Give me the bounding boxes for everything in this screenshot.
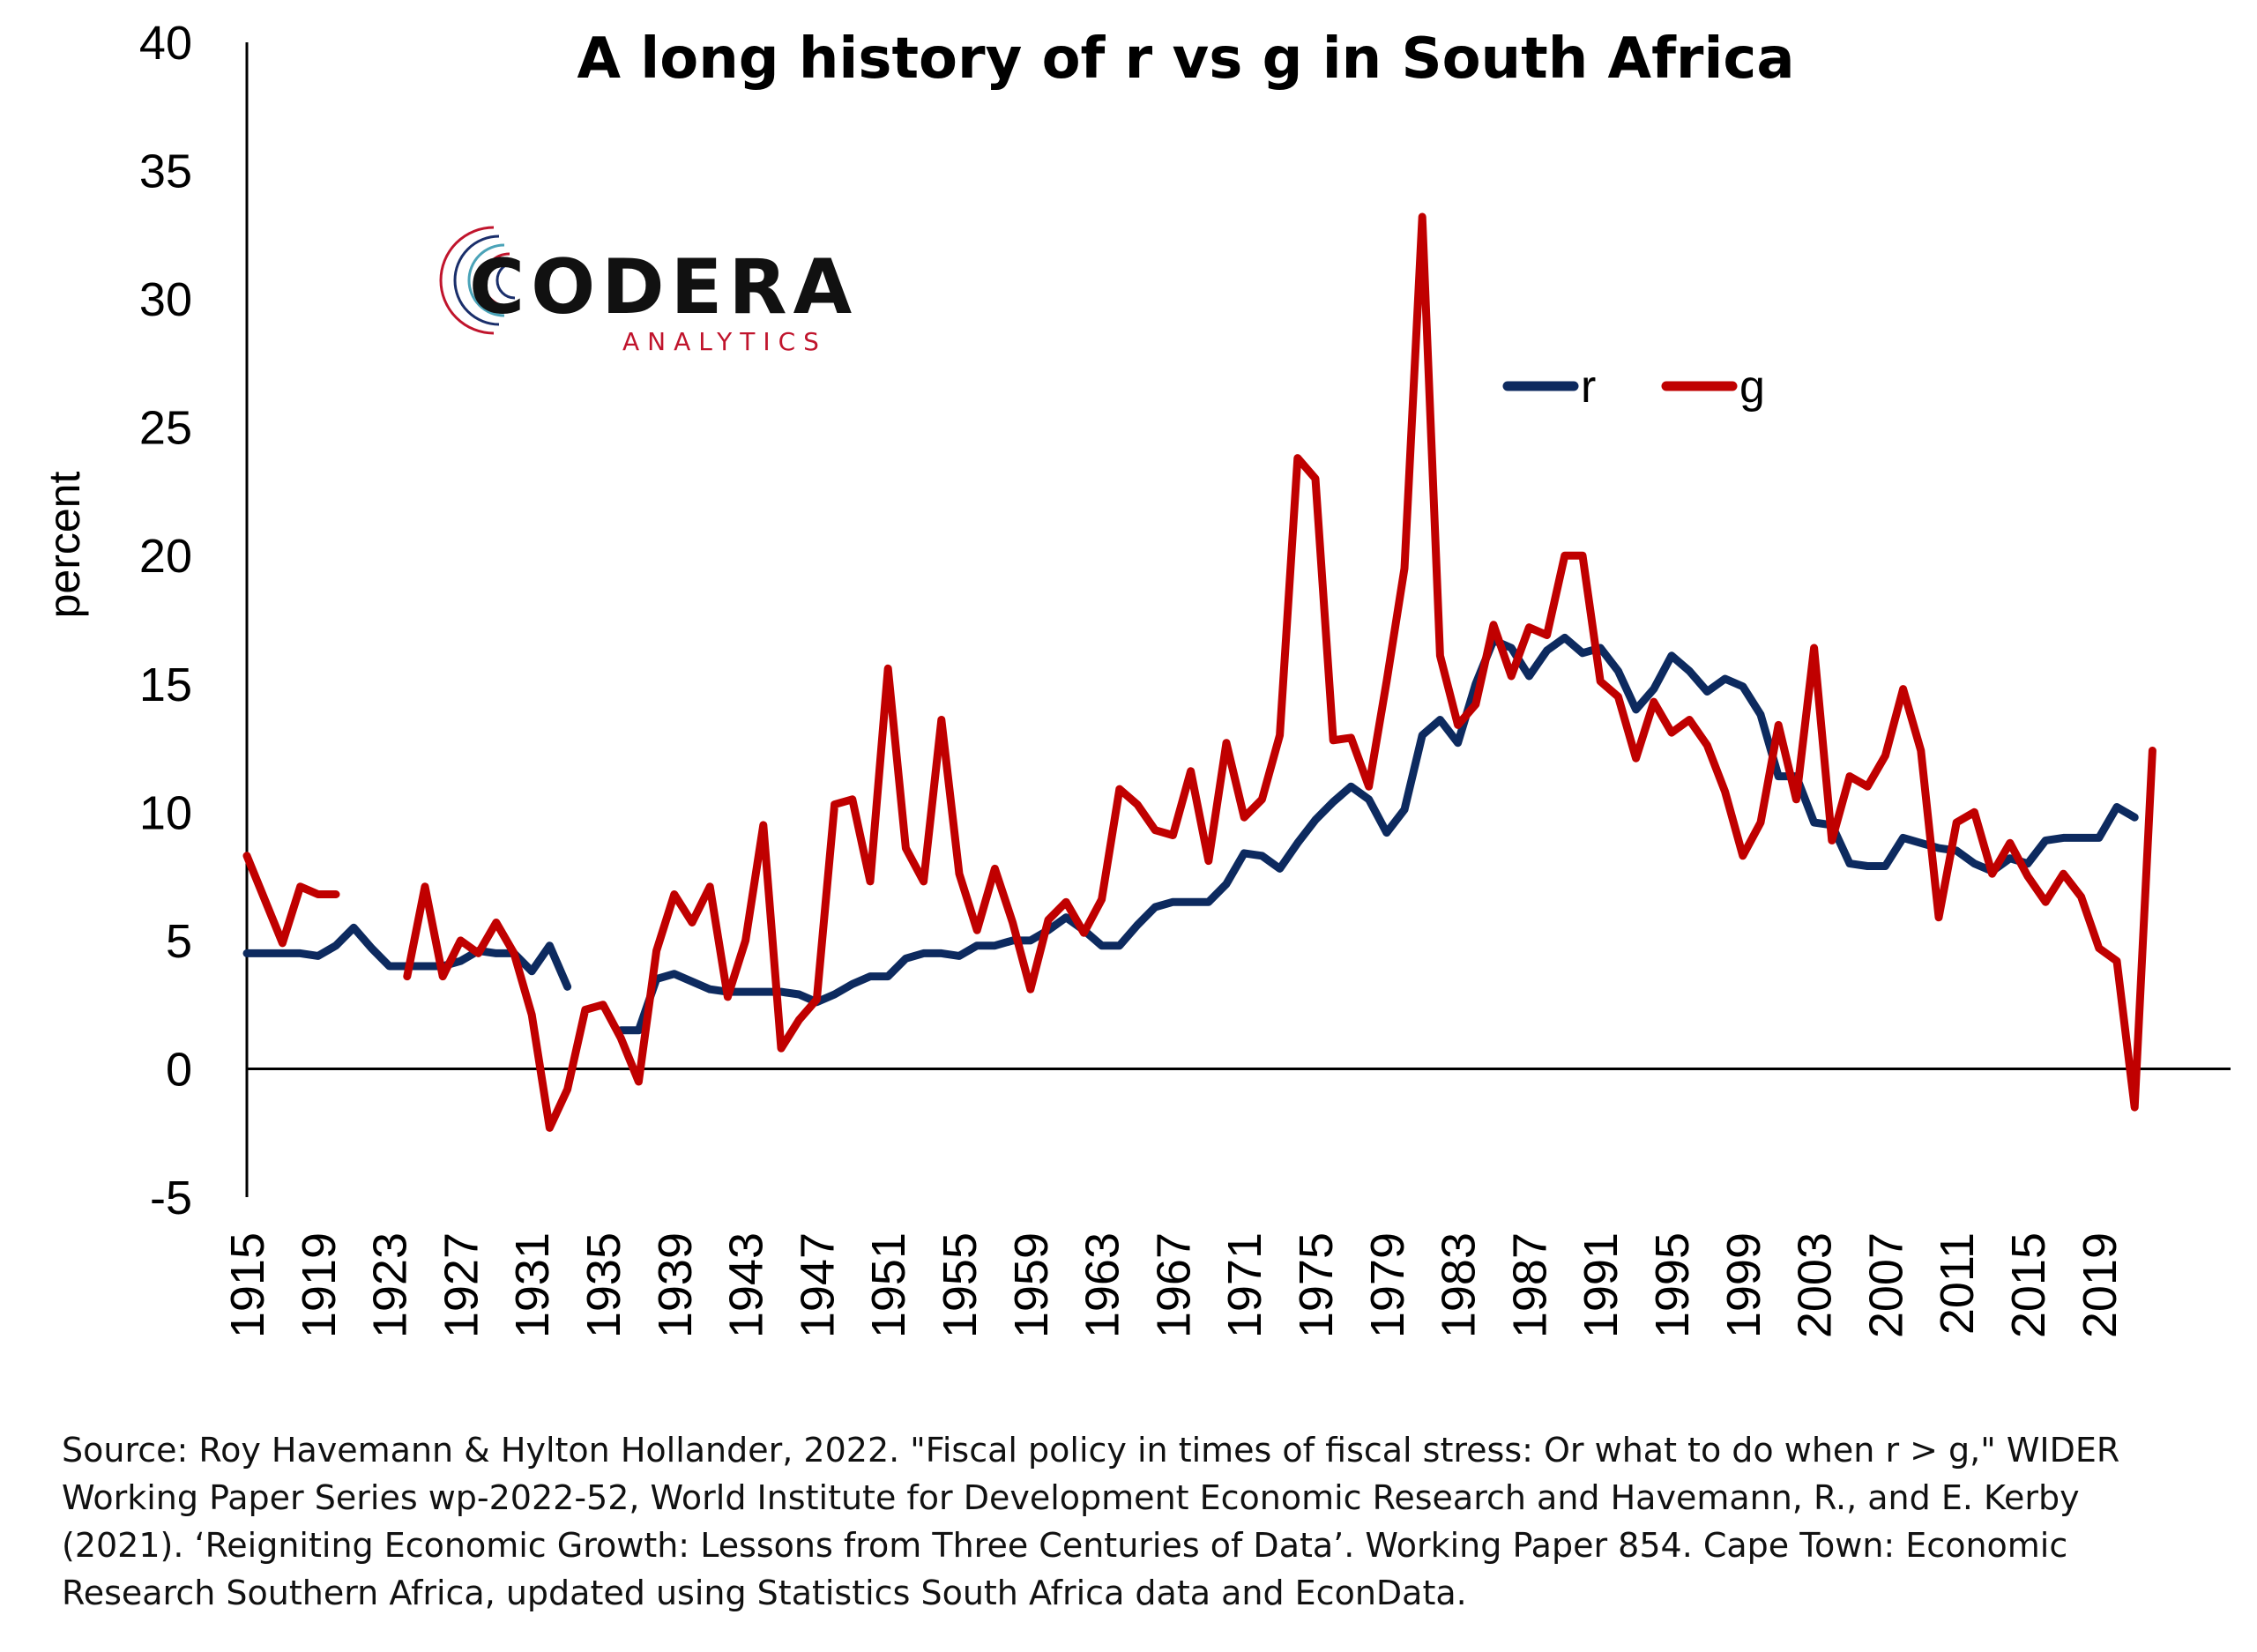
y-tick-label: -5 bbox=[150, 1172, 192, 1224]
y-tick-label: 0 bbox=[166, 1043, 192, 1096]
x-tick-label: 2007 bbox=[1859, 1232, 1912, 1338]
x-tick-label: 1935 bbox=[577, 1232, 630, 1338]
y-tick-label: 10 bbox=[139, 786, 192, 839]
codera-logo: CODERA ANALYTICS bbox=[439, 226, 858, 356]
x-tick-label: 1963 bbox=[1076, 1232, 1129, 1338]
legend-label-r: r bbox=[1581, 361, 1596, 413]
x-tick-label: 1919 bbox=[293, 1232, 346, 1338]
x-tick-label: 2003 bbox=[1789, 1232, 1842, 1338]
y-tick-label: 35 bbox=[139, 145, 192, 198]
x-tick-label: 1991 bbox=[1575, 1232, 1628, 1338]
legend-label-g: g bbox=[1739, 361, 1765, 413]
x-tick-label: 1995 bbox=[1646, 1232, 1699, 1338]
y-axis-label: percent bbox=[40, 472, 89, 619]
chart-title: A long history of r vs g in South Africa bbox=[577, 26, 1794, 92]
y-axis-ticks: -5 0 5 10 15 20 25 30 35 40 bbox=[139, 17, 192, 1224]
x-tick-label: 2019 bbox=[2074, 1232, 2127, 1338]
x-tick-label: 1955 bbox=[934, 1232, 987, 1338]
x-tick-label: 1927 bbox=[435, 1232, 488, 1338]
logo-arc-icon bbox=[439, 226, 516, 335]
x-tick-label: 1979 bbox=[1361, 1232, 1414, 1338]
x-tick-label: 2015 bbox=[2002, 1232, 2055, 1338]
x-tick-label: 1967 bbox=[1147, 1232, 1200, 1338]
y-tick-label: 40 bbox=[139, 17, 192, 70]
x-tick-label: 1975 bbox=[1290, 1232, 1343, 1338]
x-tick-label: 1939 bbox=[649, 1232, 702, 1338]
x-tick-label: 1947 bbox=[791, 1232, 844, 1338]
line-chart: A long history of r vs g in South Africa… bbox=[40, 17, 2231, 1338]
y-tick-label: 30 bbox=[139, 273, 192, 326]
source-note: Source: Roy Havemann & Hylton Hollander,… bbox=[62, 1431, 2120, 1612]
x-tick-label: 1959 bbox=[1005, 1232, 1058, 1338]
x-axis-ticks: 1915 1919 1923 1927 1931 1935 1939 1943 1947 1951… bbox=[221, 1232, 2127, 1338]
x-tick-label: 1987 bbox=[1503, 1232, 1556, 1338]
x-tick-label: 1923 bbox=[364, 1232, 417, 1338]
x-tick-label: 1971 bbox=[1218, 1232, 1271, 1338]
x-tick-label: 1999 bbox=[1717, 1232, 1770, 1338]
series-line-g bbox=[403, 212, 2156, 1132]
y-tick-label: 15 bbox=[139, 659, 192, 711]
y-tick-label: 25 bbox=[139, 402, 192, 455]
logo-tagline: ANALYTICS bbox=[622, 327, 827, 356]
x-tick-label: 1951 bbox=[862, 1232, 915, 1338]
series-line-r bbox=[616, 633, 2139, 1035]
x-tick-label: 1983 bbox=[1433, 1232, 1486, 1338]
series-layer bbox=[242, 212, 2156, 1132]
x-tick-label: 2011 bbox=[1931, 1232, 1984, 1335]
series-line-g bbox=[242, 852, 340, 948]
x-tick-label: 1915 bbox=[221, 1232, 274, 1338]
legend: r g bbox=[1502, 361, 1765, 413]
x-tick-label: 1943 bbox=[720, 1232, 773, 1338]
y-tick-label: 20 bbox=[139, 530, 192, 583]
x-tick-label: 1931 bbox=[506, 1232, 559, 1338]
logo-wordmark: CODERA bbox=[469, 243, 858, 331]
y-tick-label: 5 bbox=[166, 915, 192, 968]
